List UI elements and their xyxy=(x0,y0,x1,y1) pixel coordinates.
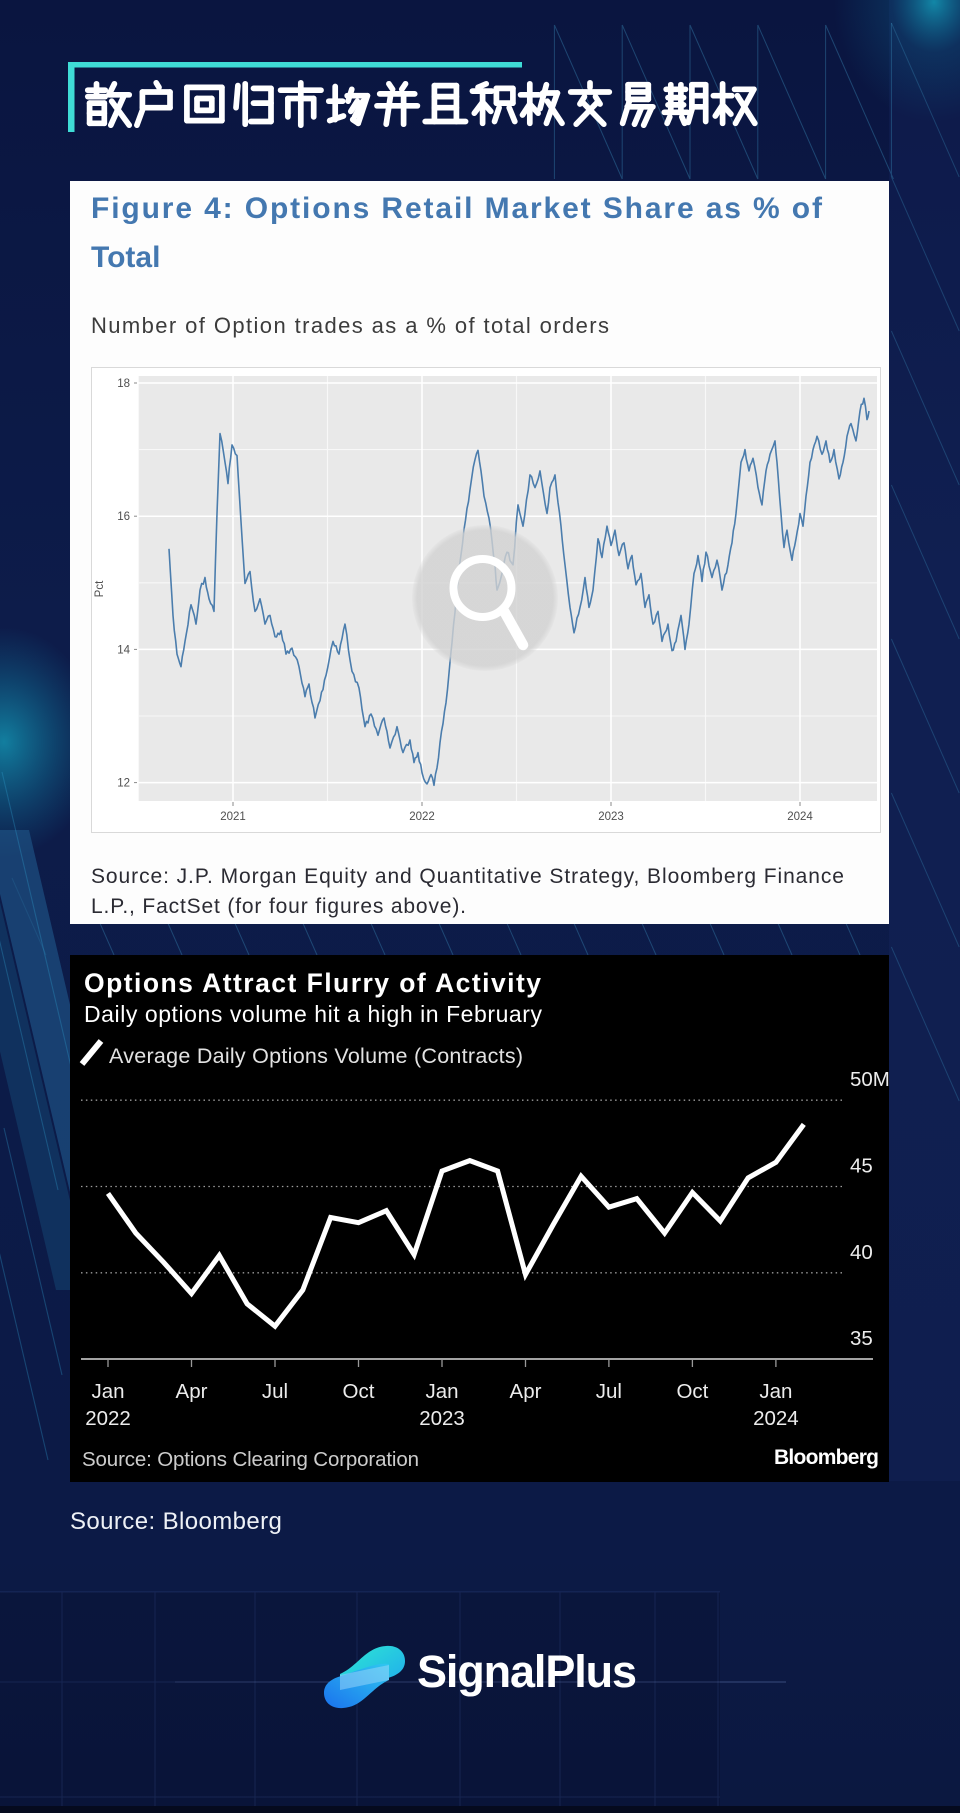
svg-text:Jul: Jul xyxy=(596,1380,622,1403)
svg-text:Jan: Jan xyxy=(759,1380,792,1403)
svg-text:Pct: Pct xyxy=(94,580,106,597)
svg-text:2022: 2022 xyxy=(85,1407,131,1430)
svg-text:Bloomberg: Bloomberg xyxy=(774,1446,879,1469)
svg-text:2022: 2022 xyxy=(409,811,435,823)
svg-text:Apr: Apr xyxy=(510,1380,542,1403)
svg-text:Average Daily Options Volume (: Average Daily Options Volume (Contracts) xyxy=(109,1044,523,1068)
svg-text:Daily options volume hit a hig: Daily options volume hit a high in Febru… xyxy=(84,1001,543,1027)
svg-text:Jan: Jan xyxy=(91,1380,124,1403)
svg-text:2024: 2024 xyxy=(787,811,813,823)
svg-text:Source: J.P. Morgan Equity and: Source: J.P. Morgan Equity and Quantitat… xyxy=(91,865,844,888)
svg-text:40: 40 xyxy=(850,1241,873,1264)
svg-text:Apr: Apr xyxy=(176,1380,208,1403)
svg-text:18: 18 xyxy=(117,378,130,390)
svg-text:50M: 50M xyxy=(850,1068,889,1091)
svg-text:12: 12 xyxy=(117,778,130,790)
svg-text:35: 35 xyxy=(850,1327,873,1350)
svg-text:Jan: Jan xyxy=(425,1380,458,1403)
svg-text:Figure 4: Options Retail Marke: Figure 4: Options Retail Market Share as… xyxy=(91,192,823,225)
svg-text:L.P., FactSet (for four figure: L.P., FactSet (for four figures above). xyxy=(91,895,466,918)
svg-text:Options Attract Flurry of Acti: Options Attract Flurry of Activity xyxy=(84,968,541,998)
svg-text:2023: 2023 xyxy=(598,811,624,823)
svg-text:2023: 2023 xyxy=(419,1407,465,1430)
svg-text:SignalPlus: SignalPlus xyxy=(417,1646,637,1697)
svg-text:2024: 2024 xyxy=(753,1407,799,1430)
svg-text:Total: Total xyxy=(91,241,160,274)
svg-text:2021: 2021 xyxy=(220,811,246,823)
svg-text:14: 14 xyxy=(117,644,130,656)
svg-text:Oct: Oct xyxy=(676,1380,708,1403)
svg-text:Oct: Oct xyxy=(343,1380,375,1403)
svg-text:16: 16 xyxy=(117,511,130,523)
svg-text:Number of Option trades as a %: Number of Option trades as a % of total … xyxy=(91,313,609,338)
svg-text:45: 45 xyxy=(850,1155,873,1178)
svg-text:Source: Options Clearing Corpo: Source: Options Clearing Corporation xyxy=(82,1448,419,1471)
svg-text:Jul: Jul xyxy=(262,1380,288,1403)
